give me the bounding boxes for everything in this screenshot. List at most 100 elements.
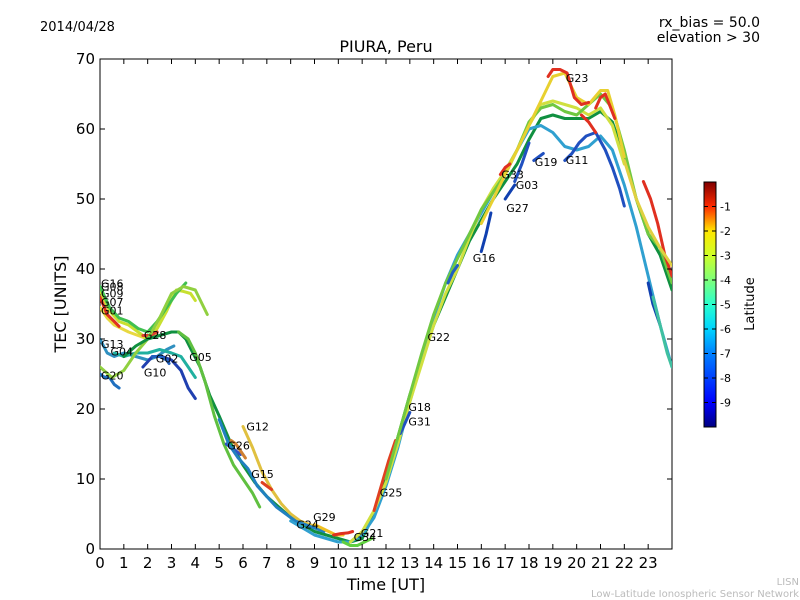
x-tick-label: 19	[543, 554, 562, 572]
colorbar-tick-label: -1	[720, 201, 731, 214]
prn-label: G25	[380, 486, 403, 499]
prn-label: G28	[144, 329, 167, 342]
colorbar-tick-label: -4	[720, 274, 731, 287]
series-line-gend1	[641, 180, 672, 278]
series-line-g23r	[594, 92, 617, 120]
x-tick-label: 17	[496, 554, 515, 572]
x-tick-label: 4	[191, 554, 201, 572]
series-line-g04	[112, 348, 197, 379]
series-line-g20	[100, 372, 121, 390]
prn-label: G12	[246, 421, 269, 434]
prn-label: G27	[506, 202, 529, 215]
series-line-g05	[100, 285, 209, 379]
series-line-g02	[150, 355, 171, 365]
prn-label: G09	[101, 288, 124, 301]
colorbar-tick-label: -8	[720, 372, 731, 385]
prn-label: G07	[101, 296, 124, 309]
x-tick-label: 0	[95, 554, 105, 572]
y-axis-label: TEC [UNITS]	[51, 256, 70, 354]
x-tick-label: 22	[615, 554, 634, 572]
series-line-g21	[177, 330, 262, 509]
series-line-g26b	[229, 439, 247, 460]
prn-label: G23	[566, 72, 589, 85]
y-tick-label: 20	[76, 400, 95, 418]
prn-label: G34	[354, 531, 377, 544]
series-line-g33	[498, 162, 512, 176]
x-tick-label: 11	[353, 554, 372, 572]
colorbar-ticks: -1 -2 -3 -4 -5 -6 -7 -8 -9	[704, 201, 731, 410]
x-tick-label: 12	[376, 554, 395, 572]
colorbar-label: Latitude	[743, 277, 758, 331]
prn-label: G05	[189, 351, 212, 364]
series-line-g15b	[260, 481, 274, 491]
prn-label: G20	[101, 369, 124, 382]
series-line-g34	[341, 537, 374, 547]
y-tick-label: 30	[76, 330, 95, 348]
rx-bias-label: rx_bias = 50.0	[659, 15, 760, 31]
prn-label: G10	[144, 367, 167, 380]
series-line-g22	[384, 92, 672, 481]
prn-label: G01	[101, 304, 124, 317]
prn-label: G11	[566, 154, 589, 167]
prn-label: G26	[227, 439, 250, 452]
footer-org-full: Low-Latitude Ionospheric Sensor Network	[591, 589, 799, 600]
series-layer	[100, 68, 672, 547]
prn-label: G02	[156, 353, 179, 366]
series-line-g31	[398, 411, 412, 435]
prn-label: G15	[251, 468, 274, 481]
colorbar-tick-label: -5	[720, 299, 731, 312]
prn-label: G16	[473, 252, 496, 265]
y-tick-label: 60	[76, 120, 95, 138]
series-line-g07	[100, 295, 121, 328]
colorbar-tick-label: -3	[720, 250, 731, 263]
y-tick-label: 70	[76, 50, 95, 68]
x-tick-label: 5	[214, 554, 224, 572]
colorbar-tick-label: -9	[720, 397, 731, 410]
prn-label: G22	[428, 331, 451, 344]
x-tick-label: 13	[400, 554, 419, 572]
axis-layer: 0 1 2 3 4 5 6 7 8 9 10 11 12 13 14 15 16 17 18 19 20 21 22 2301…	[76, 50, 672, 572]
prn-label: G04	[111, 346, 134, 359]
series-line-gend4	[622, 159, 672, 267]
footer-org-short: LISN	[777, 577, 799, 588]
x-tick-label: 18	[519, 554, 538, 572]
x-tick-label: 20	[567, 554, 586, 572]
series-line-g15	[217, 418, 326, 533]
x-tick-label: 7	[262, 554, 272, 572]
prn-label: G19	[535, 156, 558, 169]
prn-label: G21	[361, 527, 384, 540]
y-tick-label: 10	[76, 470, 95, 488]
x-tick-label: 1	[119, 554, 129, 572]
y-tick-label: 40	[76, 260, 95, 278]
series-line-g16	[100, 281, 188, 334]
prn-label: G16	[101, 278, 124, 291]
prn-label: G29	[313, 511, 336, 524]
chart-title: PIURA, Peru	[339, 37, 432, 56]
prn-label: G31	[408, 416, 431, 429]
series-line-g12	[241, 425, 321, 530]
date-label: 2014/04/28	[40, 20, 115, 35]
prn-label: G03	[516, 179, 539, 192]
x-tick-label: 8	[286, 554, 296, 572]
prn-label: G13	[101, 338, 124, 351]
x-tick-label: 10	[329, 554, 348, 572]
x-tick-label: 3	[167, 554, 177, 572]
series-line-g16r	[446, 264, 459, 285]
x-tick-label: 15	[448, 554, 467, 572]
series-line-g11b	[579, 113, 598, 134]
y-tick-label: 0	[85, 540, 95, 558]
colorbar-tick-label: -7	[720, 348, 731, 361]
x-tick-label: 23	[639, 554, 658, 572]
series-line-g29b	[332, 530, 355, 537]
series-line-gend3	[651, 295, 672, 369]
x-tick-label: 9	[310, 554, 320, 572]
series-line-g23	[479, 71, 626, 225]
colorbar-tick-label: -6	[720, 323, 731, 336]
x-tick-label: 6	[238, 554, 248, 572]
prn-label: G24	[296, 519, 319, 532]
series-line-g18	[372, 439, 397, 512]
series-line-g03	[513, 141, 531, 183]
series-line-g16s	[479, 211, 493, 253]
